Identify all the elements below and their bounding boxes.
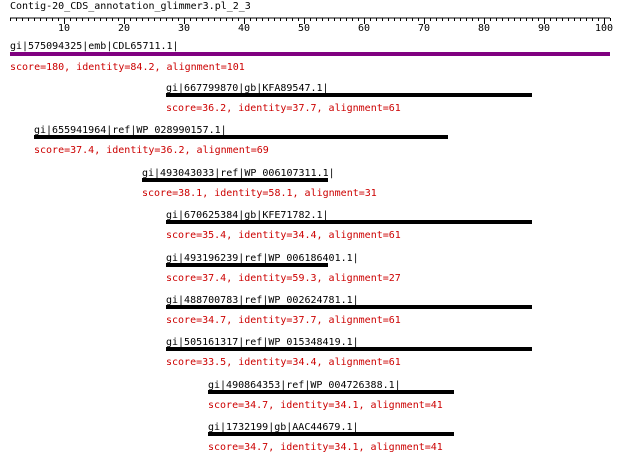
tick-label: 70	[418, 23, 430, 34]
accession-label: gi|655941964|ref|WP_028990157.1|	[34, 125, 227, 136]
hit-track[interactable]: gi|490864353|ref|WP_004726388.1| score=34…	[208, 380, 454, 411]
alignment-bar[interactable]	[208, 390, 454, 394]
score-label: score=36.2, identity=37.7, alignment=61	[166, 103, 401, 114]
accession-label: gi|575094325|emb|CDL65711.1|	[10, 41, 179, 52]
score-label: score=34.7, identity=34.1, alignment=41	[208, 442, 443, 453]
tick-label: 10	[58, 23, 70, 34]
tick-label: 80	[478, 23, 490, 34]
score-label: score=37.4, identity=59.3, alignment=27	[166, 273, 401, 284]
accession-label: gi|493196239|ref|WP_006186401.1|	[166, 253, 359, 264]
alignment-bar[interactable]	[10, 52, 610, 56]
alignment-bar[interactable]	[208, 432, 454, 436]
alignment-bar[interactable]	[142, 178, 328, 182]
position-axis: 10 20 30 40 50 60 70 80 90 100	[10, 17, 613, 34]
diagram-title: Contig-20_CDS_annotation_glimmer3.pl_2_3	[10, 1, 251, 12]
score-label: score=35.4, identity=34.4, alignment=61	[166, 230, 401, 241]
query-track[interactable]: gi|575094325|emb|CDL65711.1| score=180, i…	[10, 41, 610, 73]
hit-track[interactable]: gi|505161317|ref|WP_015348419.1| score=33…	[166, 337, 532, 368]
score-label: score=180, identity=84.2, alignment=101	[10, 62, 245, 73]
accession-label: gi|1732199|gb|AAC44679.1|	[208, 422, 359, 433]
hit-track[interactable]: gi|493043033|ref|WP_006107311.1| score=38…	[142, 168, 377, 199]
score-label: score=38.1, identity=58.1, alignment=31	[142, 188, 377, 199]
hit-track[interactable]: gi|488700783|ref|WP_002624781.1| score=34…	[166, 295, 532, 326]
alignment-bar[interactable]	[166, 220, 532, 224]
score-label: score=34.7, identity=34.1, alignment=41	[208, 400, 443, 411]
score-label: score=37.4, identity=36.2, alignment=69	[34, 145, 269, 156]
hit-track[interactable]: gi|667799870|gb|KFA89547.1| score=36.2, i…	[166, 83, 532, 114]
hit-track[interactable]: gi|670625384|gb|KFE71782.1| score=35.4, i…	[166, 210, 532, 241]
hit-track[interactable]: gi|655941964|ref|WP_028990157.1| score=37…	[34, 125, 448, 156]
accession-label: gi|670625384|gb|KFE71782.1|	[166, 210, 329, 221]
score-label: score=33.5, identity=34.4, alignment=61	[166, 357, 401, 368]
alignment-bar[interactable]	[166, 305, 532, 309]
hit-track[interactable]: gi|493196239|ref|WP_006186401.1| score=37…	[166, 253, 401, 284]
tick-label: 100	[595, 23, 613, 34]
alignment-bar[interactable]	[166, 93, 532, 97]
accession-label: gi|493043033|ref|WP_006107311.1|	[142, 168, 335, 179]
accession-label: gi|490864353|ref|WP_004726388.1|	[208, 380, 401, 391]
tick-label: 30	[178, 23, 190, 34]
hit-track[interactable]: gi|1732199|gb|AAC44679.1| score=34.7, ide…	[208, 422, 454, 453]
alignment-bar[interactable]	[166, 347, 532, 351]
alignment-bar[interactable]	[166, 263, 328, 267]
score-label: score=34.7, identity=37.7, alignment=61	[166, 315, 401, 326]
accession-label: gi|667799870|gb|KFA89547.1|	[166, 83, 329, 94]
tick-label: 60	[358, 23, 370, 34]
alignment-tracks: gi|575094325|emb|CDL65711.1| score=180, i…	[10, 41, 610, 453]
accession-label: gi|488700783|ref|WP_002624781.1|	[166, 295, 359, 306]
alignment-bar[interactable]	[34, 135, 448, 139]
tick-label: 20	[118, 23, 130, 34]
tick-label: 40	[238, 23, 250, 34]
tick-label: 50	[298, 23, 310, 34]
tick-label: 90	[538, 23, 550, 34]
accession-label: gi|505161317|ref|WP_015348419.1|	[166, 337, 359, 348]
